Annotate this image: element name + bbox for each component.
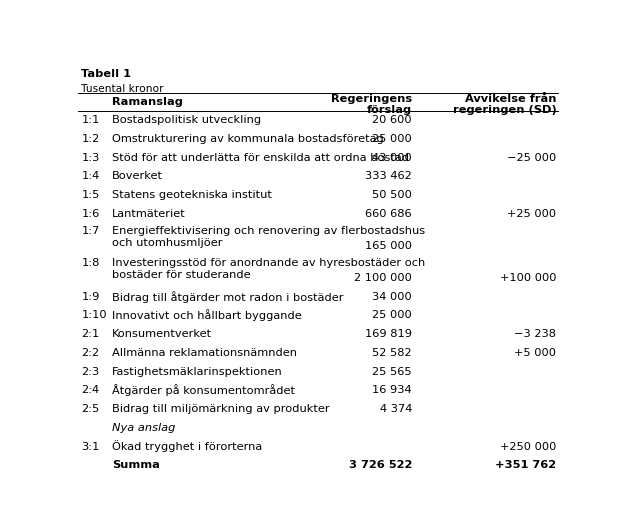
Text: 3 726 522: 3 726 522 (349, 460, 412, 470)
Text: +351 762: +351 762 (496, 460, 556, 470)
Text: 50 500: 50 500 (372, 190, 412, 200)
Text: Regeringens
förslag: Regeringens förslag (331, 94, 412, 115)
Text: Investeringsstöd för anordnande av hyresbostäder och
bostäder för studerande: Investeringsstöd för anordnande av hyres… (112, 259, 425, 280)
Text: Energieffektivisering och renovering av flerbostadshus
och utomhusmljöer: Energieffektivisering och renovering av … (112, 226, 425, 248)
Text: 2:2: 2:2 (81, 348, 99, 358)
Text: Åtgärder på konsumentområdet: Åtgärder på konsumentområdet (112, 384, 295, 396)
Text: +5 000: +5 000 (514, 348, 556, 358)
Text: 2:1: 2:1 (81, 329, 100, 339)
Text: 1:1: 1:1 (81, 115, 100, 125)
Text: 43 000: 43 000 (373, 153, 412, 163)
Text: 1:8: 1:8 (81, 259, 100, 268)
Text: Bidrag till åtgärder mot radon i bostäder: Bidrag till åtgärder mot radon i bostäde… (112, 291, 344, 303)
Text: 2 100 000: 2 100 000 (354, 273, 412, 283)
Text: 1:6: 1:6 (81, 209, 100, 219)
Text: 2:3: 2:3 (81, 367, 100, 377)
Text: Avvikelse från
regeringen (SD): Avvikelse från regeringen (SD) (453, 94, 556, 115)
Text: 1:9: 1:9 (81, 292, 100, 302)
Text: 165 000: 165 000 (365, 241, 412, 251)
Text: 25 000: 25 000 (373, 310, 412, 320)
Text: 3:1: 3:1 (81, 442, 100, 452)
Text: Statens geotekniska institut: Statens geotekniska institut (112, 190, 272, 200)
Text: Ökad trygghet i förorterna: Ökad trygghet i förorterna (112, 441, 263, 453)
Text: 333 462: 333 462 (365, 171, 412, 182)
Text: Bostadspolitisk utveckling: Bostadspolitisk utveckling (112, 115, 261, 125)
Text: 2:4: 2:4 (81, 385, 99, 395)
Text: Ramanslag: Ramanslag (112, 97, 183, 107)
Text: Stöd för att underlätta för enskilda att ordna bostad: Stöd för att underlätta för enskilda att… (112, 153, 409, 163)
Text: 1:7: 1:7 (81, 226, 100, 236)
Text: 2:5: 2:5 (81, 404, 100, 414)
Text: Boverket: Boverket (112, 171, 163, 182)
Text: 4 374: 4 374 (379, 404, 412, 414)
Text: +250 000: +250 000 (500, 442, 556, 452)
Text: +25 000: +25 000 (507, 209, 556, 219)
Text: −25 000: −25 000 (507, 153, 556, 163)
Text: 16 934: 16 934 (373, 385, 412, 395)
Text: Tusental kronor: Tusental kronor (81, 84, 164, 94)
Text: Nya anslag: Nya anslag (112, 423, 176, 433)
Text: −3 238: −3 238 (514, 329, 556, 339)
Text: Konsumentverket: Konsumentverket (112, 329, 212, 339)
Text: 1:3: 1:3 (81, 153, 100, 163)
Text: 1:4: 1:4 (81, 171, 100, 182)
Text: Innovativt och hållbart byggande: Innovativt och hållbart byggande (112, 309, 302, 321)
Text: Allmänna reklamationsnämnden: Allmänna reklamationsnämnden (112, 348, 297, 358)
Text: 25 565: 25 565 (373, 367, 412, 377)
Text: 660 686: 660 686 (366, 209, 412, 219)
Text: 1:2: 1:2 (81, 134, 100, 144)
Text: Tabell 1: Tabell 1 (81, 69, 132, 80)
Text: 1:5: 1:5 (81, 190, 100, 200)
Text: 20 600: 20 600 (373, 115, 412, 125)
Text: Summa: Summa (112, 460, 160, 470)
Text: 25 000: 25 000 (373, 134, 412, 144)
Text: 52 582: 52 582 (373, 348, 412, 358)
Text: Lantmäteriet: Lantmäteriet (112, 209, 186, 219)
Text: 169 819: 169 819 (365, 329, 412, 339)
Text: 34 000: 34 000 (373, 292, 412, 302)
Text: Fastighetsmäklarinspektionen: Fastighetsmäklarinspektionen (112, 367, 283, 377)
Text: Bidrag till miljömärkning av produkter: Bidrag till miljömärkning av produkter (112, 404, 330, 414)
Text: 1:10: 1:10 (81, 310, 107, 320)
Text: +100 000: +100 000 (500, 273, 556, 283)
Text: Omstrukturering av kommunala bostadsföretag: Omstrukturering av kommunala bostadsföre… (112, 134, 384, 144)
